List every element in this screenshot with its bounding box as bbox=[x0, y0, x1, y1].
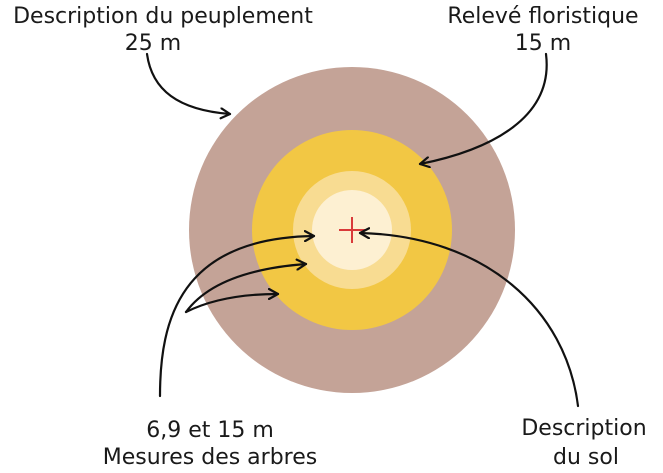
arrow-trees-outer bbox=[184, 294, 280, 314]
label-soil-line2: du sol bbox=[553, 445, 619, 470]
arrow-flora bbox=[418, 52, 548, 164]
arrow-soil bbox=[358, 233, 580, 408]
label-stand-title: Description du peuplement bbox=[13, 4, 313, 29]
label-trees-title: Mesures des arbres bbox=[103, 445, 317, 470]
arrow-stand bbox=[145, 52, 232, 114]
label-trees-radii: 6,9 et 15 m bbox=[146, 418, 274, 443]
arrow-trees-inner bbox=[158, 236, 316, 398]
label-soil-line1: Description bbox=[521, 416, 646, 441]
arrow-trees-middle bbox=[184, 264, 308, 314]
label-stand-radius: 25 m bbox=[125, 31, 181, 56]
label-flora-title: Relevé floristique bbox=[447, 4, 638, 29]
label-flora-radius: 15 m bbox=[515, 31, 571, 56]
